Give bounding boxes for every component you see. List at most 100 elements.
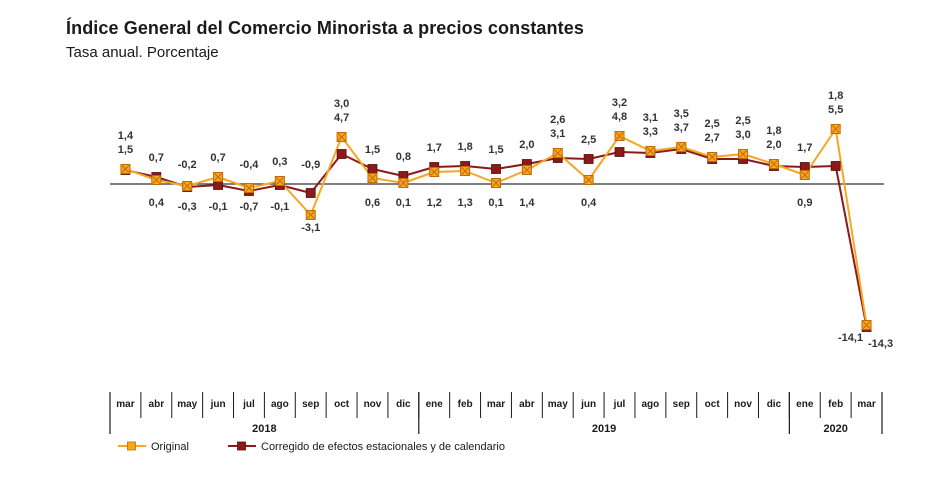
point-corregido (614, 147, 625, 157)
point-corregido (305, 188, 316, 198)
data-label-corregido: -14,3 (868, 338, 893, 350)
series-line-corregido (125, 148, 868, 328)
point-original-cross (183, 182, 192, 190)
point-corregido (336, 149, 347, 159)
point-corregido (830, 161, 841, 171)
data-label-original: -0,4 (239, 159, 259, 171)
x-tick-label: dic (396, 399, 411, 410)
data-label-original: 1,5 (118, 144, 133, 156)
data-label-original: 4,7 (334, 112, 349, 124)
point-corregido (491, 164, 501, 174)
data-label-corregido: 1,8 (766, 125, 781, 137)
data-label-corregido: -0,1 (270, 201, 289, 213)
point-original-cross (800, 171, 809, 179)
data-label-original: 1,4 (519, 197, 535, 209)
data-label-corregido: 2,0 (519, 139, 534, 151)
point-original-cross (739, 150, 747, 158)
x-tick-label: may (548, 399, 568, 410)
data-label-corregido: -0,3 (178, 201, 197, 213)
point-original-cross (677, 143, 686, 151)
x-tick-label: feb (828, 399, 843, 410)
point-original-cross (152, 176, 161, 184)
year-label: 2020 (823, 423, 847, 435)
point-original-cross (121, 165, 130, 173)
data-label-corregido: -0,7 (239, 201, 258, 213)
data-label-corregido: 3,2 (612, 97, 627, 109)
x-tick-label: jul (242, 399, 255, 410)
point-original-cross (430, 168, 439, 176)
legend-swatch-original-marker (127, 441, 136, 451)
data-label-corregido: -0,9 (301, 159, 320, 171)
data-label-corregido: 3,1 (643, 112, 658, 124)
data-label-original: 0,6 (365, 197, 380, 209)
data-label-original: 0,4 (581, 197, 597, 209)
data-label-corregido: 2,5 (581, 134, 596, 146)
x-tick-label: nov (364, 399, 382, 410)
data-label-original: 3,0 (735, 129, 750, 141)
data-label-original: 0,7 (210, 152, 225, 164)
x-tick-label: mar (487, 399, 505, 410)
data-label-original: -3,1 (301, 222, 320, 234)
x-tick-label: ene (796, 399, 814, 410)
data-label-corregido: 1,5 (365, 144, 380, 156)
x-tick-label: mar (857, 399, 875, 410)
data-label-corregido: 1,7 (797, 142, 812, 154)
series-line-original (125, 128, 868, 326)
data-label-original: 1,3 (457, 197, 472, 209)
point-original-cross (708, 153, 716, 161)
data-label-original: 3,1 (550, 128, 565, 140)
data-label-corregido: 2,6 (550, 114, 565, 126)
data-label-corregido: 1,8 (457, 141, 472, 153)
data-label-original: 1,2 (427, 197, 442, 209)
x-tick-label: oct (334, 399, 350, 410)
point-original-cross (306, 211, 315, 219)
point-original-cross (862, 321, 871, 329)
data-label-original: -14,1 (838, 332, 863, 344)
data-label-original: 4,8 (612, 111, 627, 123)
point-original-cross (646, 147, 655, 155)
data-label-corregido: 0,7 (149, 152, 164, 164)
x-tick-label: jun (580, 399, 596, 410)
point-original-cross (337, 133, 346, 141)
x-tick-label: feb (458, 399, 473, 410)
point-original-cross (368, 174, 377, 182)
data-label-original: -0,2 (178, 159, 197, 171)
x-tick-label: oct (705, 399, 721, 410)
point-original-cross (245, 184, 253, 192)
x-tick-label: sep (302, 399, 319, 410)
point-corregido (583, 154, 594, 164)
x-tick-label: nov (734, 399, 752, 410)
data-label-original: 0,9 (797, 197, 812, 209)
year-label: 2018 (252, 423, 276, 435)
point-original-cross (553, 149, 562, 157)
data-label-original: 0,1 (488, 197, 503, 209)
data-label-corregido: 1,4 (118, 130, 134, 142)
x-tick-label: jun (210, 399, 226, 410)
data-label-corregido: 2,5 (705, 118, 720, 130)
legend-label-original: Original (151, 441, 189, 453)
data-label-original: 2,0 (766, 139, 781, 151)
x-tick-label: sep (673, 399, 690, 410)
point-original-cross (584, 176, 593, 184)
chart-title: Índice General del Comercio Minorista a … (66, 18, 584, 38)
x-tick-label: abr (149, 399, 165, 410)
year-label: 2019 (592, 423, 616, 435)
point-original-cross (276, 177, 284, 185)
point-original-cross (399, 179, 408, 187)
point-original-cross (831, 125, 840, 133)
x-tick-label: ene (426, 399, 444, 410)
point-original-cross (214, 173, 222, 181)
x-tick-label: ago (271, 399, 289, 410)
data-label-original: 3,7 (674, 122, 689, 134)
data-label-original: 2,7 (705, 132, 720, 144)
point-original-cross (523, 166, 531, 174)
x-tick-label: dic (767, 399, 782, 410)
data-label-original: 0,3 (272, 156, 287, 168)
x-tick-label: ago (642, 399, 660, 410)
data-label-corregido: 3,5 (674, 108, 689, 120)
point-original-cross (770, 160, 778, 168)
x-tick-label: jul (613, 399, 626, 410)
data-label-original: 0,1 (396, 197, 411, 209)
data-label-original: 5,5 (828, 104, 843, 116)
